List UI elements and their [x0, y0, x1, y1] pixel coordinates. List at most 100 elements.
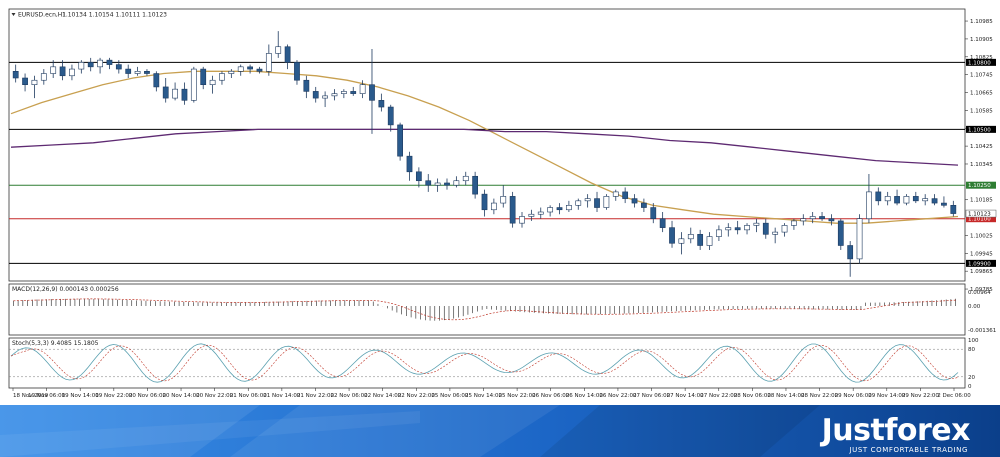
candle-bull: [800, 218, 807, 222]
candle-bear: [509, 196, 516, 224]
candle-bear: [631, 198, 638, 204]
candle-bear: [762, 222, 769, 235]
candle-bear: [912, 196, 919, 202]
candle-bear: [284, 46, 291, 63]
candle-bear: [144, 71, 150, 74]
candle-bull: [744, 225, 750, 231]
candle-bull: [725, 227, 732, 231]
price-axis: 1.10985 1.10905 1.10825 1.10745 1.10665 1.105…: [965, 19, 993, 293]
candle-bull: [500, 196, 507, 204]
candle-bull: [678, 238, 685, 244]
candle-bull: [566, 205, 572, 211]
brand-footer: Justforex JUST COMFORTABLE TRADING: [0, 405, 1000, 457]
time-tick-label: 26 Nov 22:00: [599, 393, 637, 399]
time-tick-label: 19 Nov 06:00: [28, 393, 66, 399]
candle-bull: [78, 62, 85, 70]
current-price-tag: [965, 209, 997, 218]
candle-bear: [369, 84, 375, 101]
time-tick-label: 27 Nov 06:00: [633, 393, 671, 399]
candle-bull: [922, 198, 929, 202]
stoch-axis: 100 80 20 0: [968, 338, 979, 390]
candle-bear: [200, 68, 207, 85]
candle-bear: [894, 196, 900, 204]
symbol-label: EURUSD.ecn,H1: [18, 12, 66, 19]
candle-bull: [97, 59, 103, 68]
macd-histogram: [13, 298, 956, 321]
price-tick-label: 1.10905: [970, 37, 993, 43]
macd-tick-label: 0.00: [968, 304, 981, 310]
candle-bear: [387, 106, 394, 126]
macd-axis: 0.00964 0.00 -0.001361: [968, 290, 996, 334]
stoch-tick-label: 100: [968, 338, 979, 344]
candle-bear: [87, 62, 94, 68]
price-pane: [8, 8, 966, 282]
time-tick-label: 28 Nov 06:00: [734, 393, 772, 399]
candle-bear: [153, 73, 160, 88]
candle-bear: [162, 86, 169, 99]
stoch-k-line: [10, 343, 959, 383]
candle-bull: [866, 191, 872, 219]
candle-bear: [931, 198, 938, 204]
time-tick-label: 29 Nov 14:00: [868, 393, 906, 399]
current-price-label: 1.10123: [968, 212, 991, 218]
price-tick-label: 1.09785: [970, 287, 993, 293]
candle-bull: [603, 196, 610, 208]
candle-bull: [228, 71, 235, 74]
price-tick-label: 1.10585: [970, 108, 993, 114]
candle-bear: [828, 218, 835, 222]
price-tick-label: 1.09865: [970, 269, 993, 275]
candle-bear: [622, 191, 629, 199]
candle-bear: [115, 64, 122, 70]
level-tag-label: 1.10800: [968, 60, 991, 66]
candle-bull: [903, 196, 910, 204]
level-tag: [966, 125, 996, 133]
candle-bull: [706, 236, 713, 246]
candle-bear: [303, 79, 310, 92]
candle-bear: [350, 91, 357, 94]
candle-bear: [12, 71, 19, 79]
price-tick-label: 1.10425: [970, 144, 993, 150]
candle-bear: [59, 66, 66, 77]
candle-bull: [172, 88, 178, 99]
candle-bull: [753, 222, 760, 226]
candle-bull: [434, 182, 441, 186]
time-tick-label: 28 Nov 22:00: [801, 393, 839, 399]
stoch-pane: [8, 337, 966, 389]
candle-bull: [791, 220, 797, 226]
moving-average-line: [10, 70, 959, 224]
candle-bull: [275, 46, 282, 54]
candle-bear: [556, 207, 563, 211]
candle-bull: [490, 202, 497, 211]
stoch-tick-label: 0: [968, 384, 972, 390]
candle-bear: [444, 182, 450, 186]
candle-bear: [659, 218, 666, 228]
price-tick-label: 1.10185: [970, 198, 993, 204]
candle-bull: [781, 225, 788, 233]
time-tick-label: 22 Nov 14:00: [364, 393, 402, 399]
time-tick-label: 22 Nov 06:00: [331, 393, 369, 399]
ohlc-readout: 1.10134 1.10154 1.10111 1.10123: [62, 12, 167, 19]
time-tick-label: 27 Nov 14:00: [667, 393, 705, 399]
time-tick-label: 29 Nov 06:00: [835, 393, 873, 399]
collapse-triangle-icon[interactable]: [11, 13, 16, 16]
level-tags: 1.10800 1.10500 1.10250 1.10100 1.09900 1.101…: [965, 58, 997, 267]
brand-logo-text: Justforex: [821, 413, 971, 448]
candle-bull: [884, 196, 891, 202]
candle-bull: [331, 93, 338, 97]
time-tick-label: 22 Nov 22:00: [398, 393, 436, 399]
macd-pane: [8, 283, 966, 336]
stoch-tick-label: 80: [968, 347, 975, 353]
candle-bear: [312, 91, 319, 99]
time-tick-label: 27 Nov 22:00: [700, 393, 738, 399]
candle-bull: [519, 216, 525, 224]
stoch-d-line: [10, 344, 959, 382]
candle-bull: [134, 71, 141, 74]
candle-bear: [247, 66, 253, 70]
price-tick-label: 1.10745: [970, 73, 993, 79]
candle-bull: [190, 68, 197, 101]
candle-bull: [453, 180, 460, 186]
candle-bear: [594, 198, 600, 208]
candle-bull: [359, 84, 366, 94]
level-tag-label: 1.10100: [968, 217, 991, 223]
